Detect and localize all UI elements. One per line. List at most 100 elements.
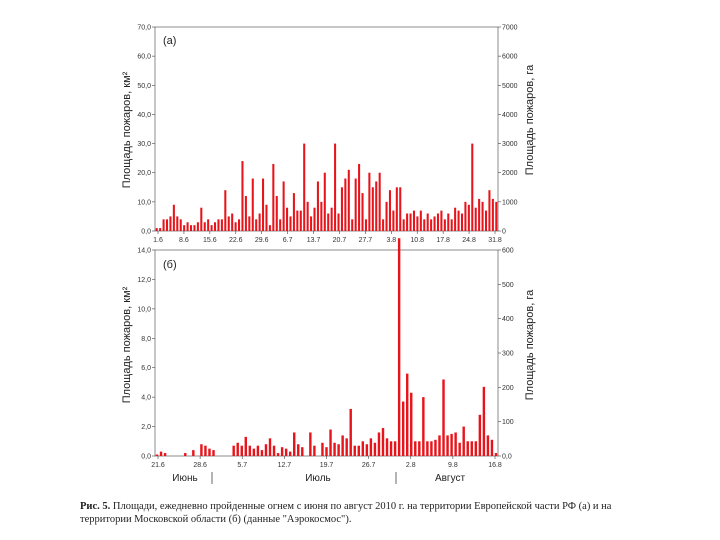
panel-b-left-tick-label: 4,0 [141, 395, 151, 402]
panel-a-x-tick-label: 13.7 [307, 237, 321, 244]
panel-b-left-tick-label: 0,0 [141, 454, 151, 461]
panel-a-bar [162, 219, 165, 231]
panel-b-left-tick-label: 8,0 [141, 336, 151, 343]
panel-b-bar [381, 428, 385, 456]
panel-a-bar [159, 228, 162, 231]
panel-b-bar [434, 439, 437, 456]
panel-a-bar [409, 213, 412, 231]
panel-a-bar [388, 190, 391, 231]
panel-b-x-tick-label: 5.7 [237, 462, 247, 469]
panel-b-bar [430, 441, 433, 456]
panel-a-bar [323, 172, 326, 231]
panel-b-bar [373, 442, 377, 456]
panel-a-bar [416, 216, 419, 231]
panel-b-bar [450, 433, 453, 456]
panel-a-bar [454, 207, 457, 231]
panel-a-bar [375, 181, 378, 231]
panel-a-bar [423, 219, 426, 231]
panel-b-bar [276, 453, 280, 456]
panel-b-bar [397, 238, 401, 456]
panel-a-left-axis-label: Площадь пожаров, км² [121, 71, 133, 188]
panel-a-bar [474, 207, 477, 231]
panel-a-bar [189, 225, 193, 231]
panel-a-bar [306, 201, 309, 231]
panel-a-bar [316, 181, 319, 231]
panel-a-bar [433, 216, 436, 231]
panel-b-right-tick-label: 0,0 [502, 454, 512, 461]
panel-a-bar [207, 219, 210, 231]
panel-b-bar [301, 447, 304, 456]
panel-a-bar [193, 225, 196, 231]
panel-b-month-label: Июнь [172, 473, 197, 484]
panel-b-bar [438, 435, 441, 456]
panel-a-x-tick-label: 17.8 [436, 237, 450, 244]
panel-a-chart: (a) Площадь пожаров, км² Площадь пожаров… [121, 25, 536, 245]
panel-a-left-tick-label: 0,0 [141, 229, 151, 236]
panel-a-label: (a) [163, 35, 176, 47]
panel-a-bar [395, 187, 398, 231]
panel-a-bar [179, 219, 182, 231]
figure-caption: Рис. 5. Площади, ежедневно пройденные ог… [80, 500, 620, 526]
panel-a-bar [495, 201, 498, 231]
panel-a-bar [478, 198, 481, 231]
panel-a-bar [272, 163, 275, 231]
panel-a-x-tick-label: 27.7 [359, 237, 373, 244]
panel-a-bar [426, 213, 429, 231]
panel-a-bar [436, 213, 440, 231]
panel-b-bar [454, 432, 457, 456]
panel-a-bar [368, 172, 371, 231]
panel-b-bar [248, 445, 252, 456]
panel-a-bar [491, 198, 494, 231]
panel-a-left-tick-label: 40,0 [137, 112, 151, 119]
panel-a-bar [361, 193, 364, 231]
panel-b-bar [240, 445, 243, 456]
panel-a-bar [196, 222, 199, 231]
panel-b-bar [309, 432, 312, 456]
panel-a-bar [262, 178, 265, 231]
panel-a-bar [457, 210, 460, 231]
panel-b-bar [369, 438, 373, 456]
panel-b-bar [288, 451, 292, 456]
panel-a-bar [214, 222, 217, 231]
panel-a-right-tick-label: 3000 [502, 141, 518, 148]
panel-a-bar [296, 210, 299, 231]
panel-b-bar [389, 441, 393, 456]
panel-b-bar [329, 429, 332, 456]
panel-b-bar [406, 373, 409, 456]
panel-a-bar [303, 143, 306, 231]
panel-b-bar [297, 444, 300, 456]
panel-b-chart: (б) Площадь пожаров, км² Площадь пожаров… [121, 238, 536, 484]
panel-b-bar [414, 441, 417, 456]
caption-text: Площади, ежедневно пройденные огнем с ию… [80, 501, 612, 525]
panel-b-bar [446, 435, 449, 456]
panel-a-bar [210, 225, 213, 231]
panel-a-left-tick-label: 10,0 [137, 199, 151, 206]
panel-b-left-tick-label: 6,0 [141, 365, 151, 372]
panel-a-bar [327, 213, 330, 231]
panel-b-x-tick-label: 19.7 [320, 462, 334, 469]
panel-a-bar [488, 190, 491, 231]
panel-b-bar [200, 444, 203, 456]
panel-a-bar [227, 216, 230, 231]
panel-a-bar [351, 219, 354, 231]
panel-a-x-tick-label: 22.6 [229, 237, 243, 244]
panel-b-bar [494, 453, 498, 456]
panel-a-left-tick-label: 70,0 [137, 25, 151, 32]
panel-a-x-tick-label: 3.8 [386, 237, 396, 244]
panel-b-bar [232, 445, 235, 456]
panel-a-bar [169, 216, 172, 231]
panel-b-month-label: Июль [305, 473, 331, 484]
panel-a-bar [399, 187, 402, 231]
panel-b-bar [333, 442, 336, 456]
panel-a-bar [484, 210, 488, 231]
panel-a-bar [330, 207, 333, 231]
panel-b-bar [353, 445, 356, 456]
panel-a-x-tick-label: 1.6 [153, 237, 163, 244]
panel-a-bar [251, 178, 254, 231]
panel-b-bar [442, 379, 445, 456]
panel-b-bar [462, 426, 465, 456]
panel-b-frame [154, 249, 499, 457]
panel-a-bar [464, 201, 467, 231]
panel-a-bar [450, 219, 453, 231]
panel-b-left-tick-label: 10,0 [137, 306, 151, 313]
